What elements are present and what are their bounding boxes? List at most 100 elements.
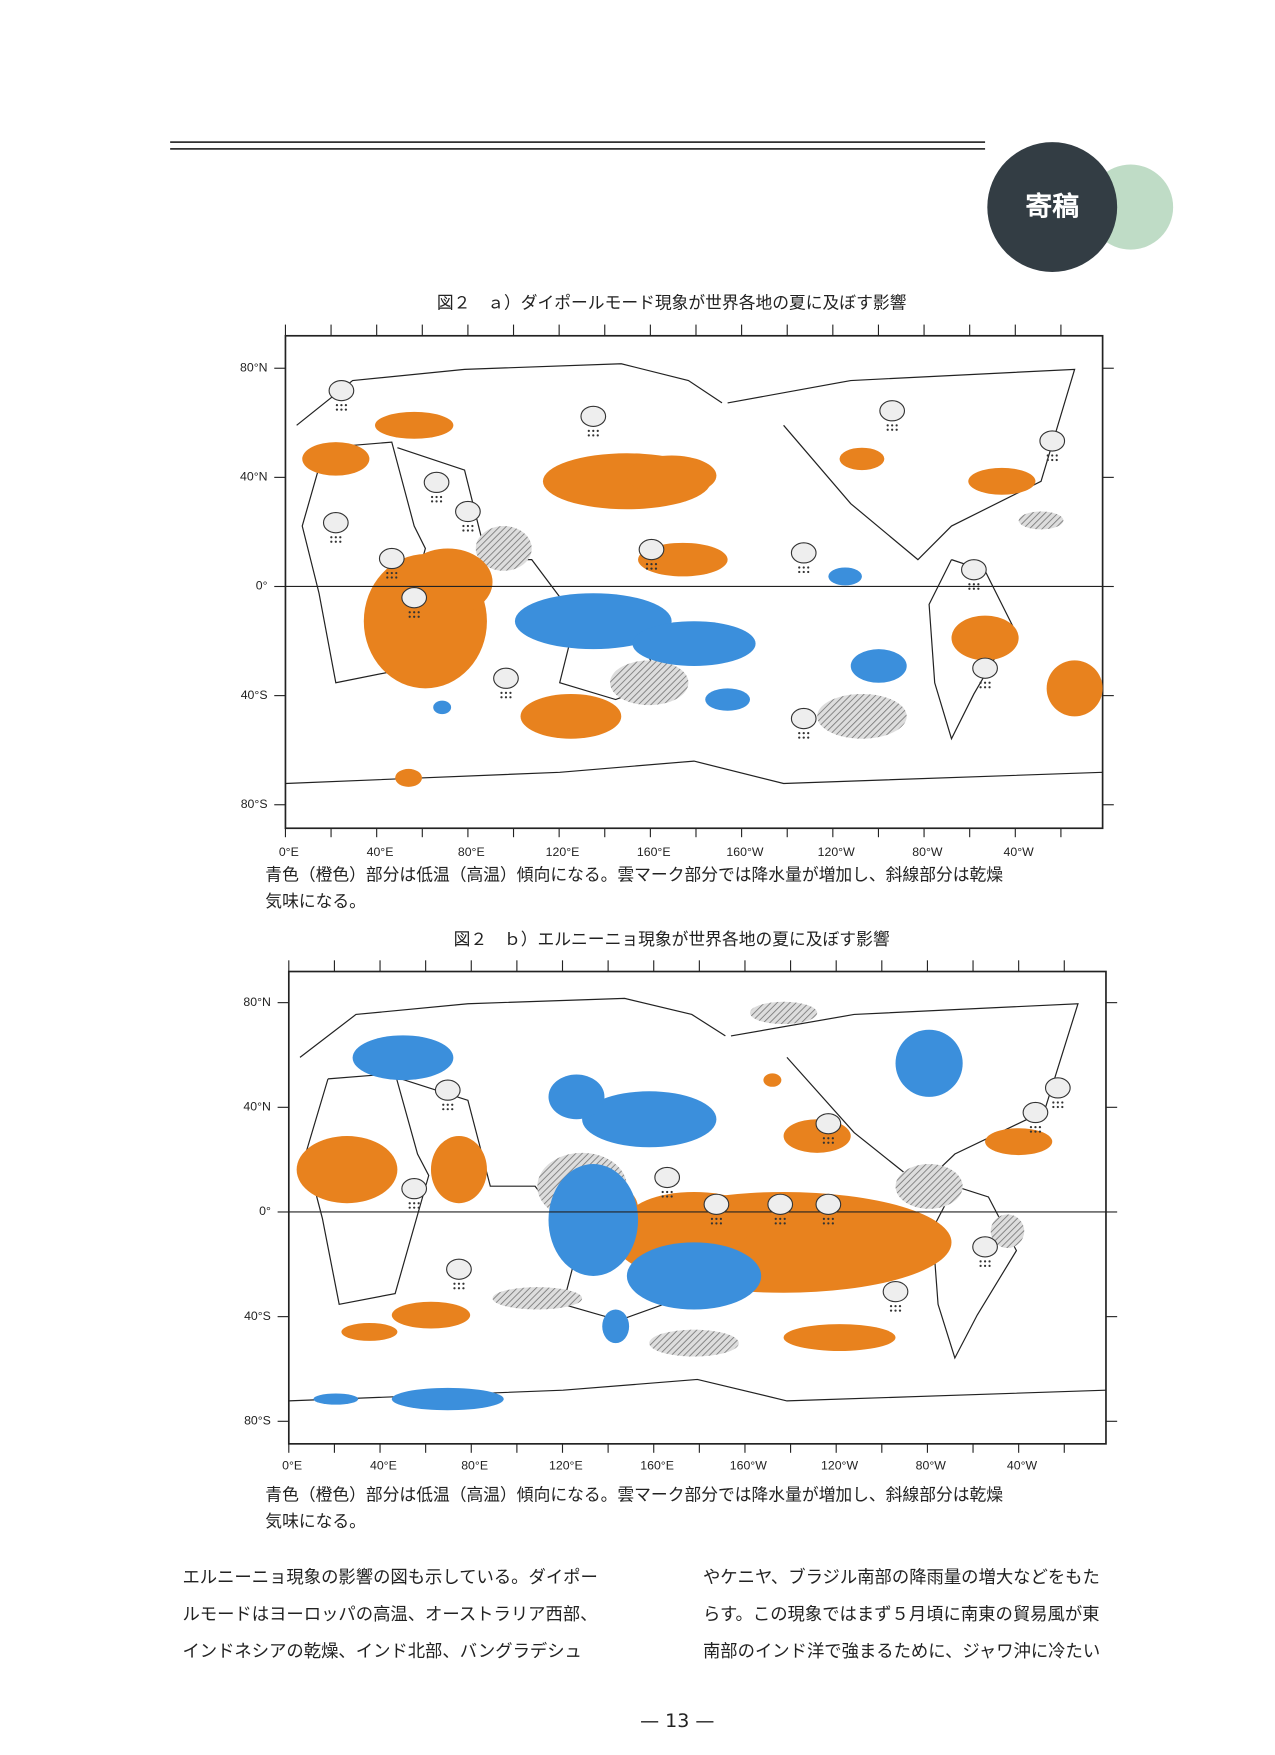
lat-label: 40°N [240, 470, 267, 484]
rain-icon [434, 1079, 461, 1111]
cool-area [632, 621, 756, 666]
cloud [580, 405, 607, 427]
cool-area [433, 700, 452, 715]
rain-drop [666, 1195, 669, 1198]
rain-drop [783, 1217, 786, 1220]
cool-area [828, 567, 862, 586]
rain-drop [988, 686, 991, 689]
rain-drop [831, 1222, 834, 1225]
warm-area [839, 447, 885, 471]
warm-area [985, 1128, 1053, 1156]
lon-label: 160°W [726, 845, 763, 859]
rain-drop [895, 424, 898, 427]
rain-drop [462, 1287, 465, 1290]
coastline [285, 761, 1102, 783]
rain-drop [1034, 1130, 1037, 1133]
rain-drop [1038, 1125, 1042, 1129]
rain-drop [413, 611, 416, 614]
rain-drop [500, 691, 503, 694]
rain-drop [413, 1206, 416, 1209]
dry-area [649, 1329, 739, 1357]
rain-drop [891, 428, 894, 431]
rain-drop [462, 524, 465, 528]
body-text: ルモードはヨーロッパの高温、オーストラリア西部、 [182, 1605, 597, 1625]
warm-area [520, 693, 622, 739]
caption: 気味になる。 [265, 891, 366, 911]
rain-drop [344, 408, 348, 411]
rain-drop [442, 1108, 445, 1111]
lat-label: 80°N [243, 995, 270, 1009]
figure-title: 図２ ｂ）エルニーニョ現象が世界各地の夏に及ぼす影響 [454, 929, 890, 949]
cloud [790, 542, 817, 564]
cool-area [514, 593, 672, 650]
dry-area [990, 1214, 1025, 1248]
rain-drop [802, 570, 805, 574]
rain-drop [798, 736, 801, 739]
rain-icon [1022, 1101, 1049, 1133]
warm-area [341, 1322, 398, 1341]
coastline [929, 560, 1013, 739]
badge-circle [987, 142, 1118, 272]
rain-drop [802, 731, 805, 735]
lat-label: 80°S [241, 797, 268, 811]
rain-drop [831, 1141, 834, 1144]
rain-drop [977, 587, 980, 590]
rain-drop [983, 1260, 987, 1263]
cloud [328, 379, 355, 402]
cloud [1039, 430, 1066, 452]
lon-label: 40°W [1007, 1458, 1038, 1472]
warm-area [626, 455, 717, 496]
badge-text: 寄稿 [1025, 191, 1079, 223]
warm-area [395, 768, 423, 787]
cool-area [582, 1091, 717, 1148]
rain-icon [654, 1166, 681, 1198]
rain-drop [774, 1222, 777, 1225]
rain-drop [334, 536, 337, 539]
rain-drop [898, 1309, 902, 1312]
rain-drop [972, 583, 975, 586]
rain-drop [453, 1287, 456, 1290]
rain-drop [446, 1103, 449, 1106]
rain-drop [1056, 1105, 1059, 1109]
cloud [879, 400, 906, 422]
rain-drop [408, 611, 411, 614]
rain-drop [340, 408, 343, 411]
cloud [493, 667, 519, 689]
lon-label: 40°W [1004, 845, 1035, 859]
dry-area [475, 526, 532, 571]
rain-drop [650, 562, 653, 566]
dry-area [750, 1001, 818, 1025]
rain-icon [790, 542, 817, 574]
rain-drop [453, 1282, 456, 1285]
rain-drop [471, 524, 474, 528]
rain-drop [339, 540, 342, 543]
rain-icon [879, 400, 906, 431]
lat-label: 80°N [240, 360, 267, 374]
rain-drop [413, 1202, 416, 1205]
rain-drop [827, 1141, 830, 1144]
rain-drop [783, 1222, 786, 1225]
rain-drop [831, 1217, 834, 1220]
rain-drop [798, 570, 801, 574]
cloud [401, 587, 428, 609]
cloud [654, 1166, 681, 1189]
rain-drop [894, 1309, 897, 1312]
rain-drop [587, 434, 590, 437]
warm-area [626, 1192, 762, 1248]
cloud [815, 1113, 842, 1135]
rain-icon [446, 1258, 472, 1290]
rain-drop [592, 434, 595, 437]
cool-area [602, 1309, 630, 1344]
rain-drop [435, 495, 438, 499]
rain-drop [390, 576, 393, 579]
rain-icon [972, 1236, 998, 1268]
lon-label: 120°W [821, 1458, 858, 1472]
rain-icon [580, 405, 607, 437]
lon-label: 120°E [549, 1458, 583, 1472]
rain-drop [807, 736, 810, 739]
warm-area [302, 442, 370, 476]
rain-drop [988, 681, 991, 684]
rain-drop [654, 562, 658, 566]
rain-drop [715, 1217, 718, 1220]
